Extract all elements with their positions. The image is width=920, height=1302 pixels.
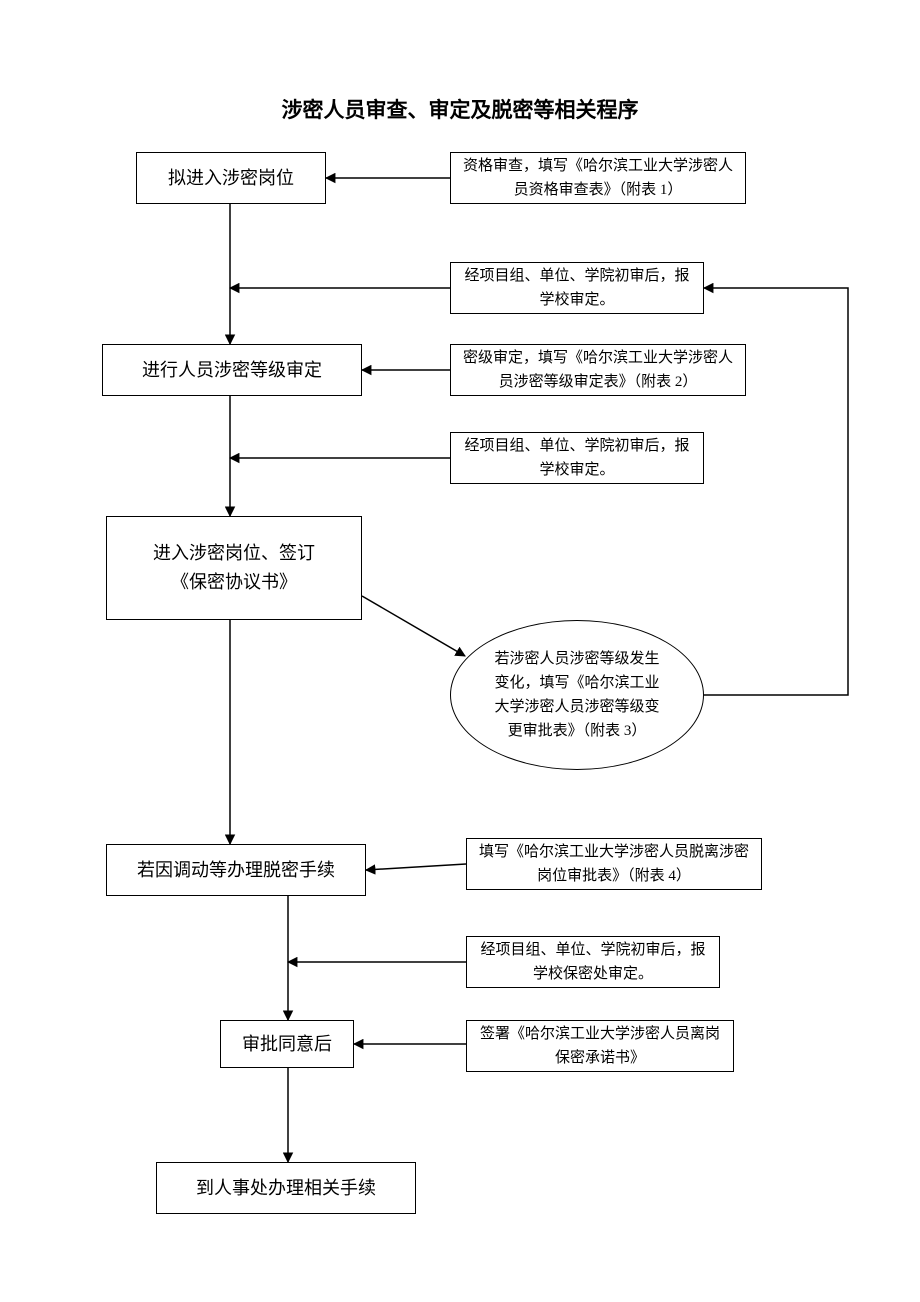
- node-a7-text: 签署《哈尔滨工业大学涉密人员离岗保密承诺书》: [475, 1022, 725, 1070]
- node-n2: 进行人员涉密等级审定: [102, 344, 362, 396]
- node-a1: 资格审查，填写《哈尔滨工业大学涉密人员资格审查表》（附表 1）: [450, 152, 746, 204]
- node-n1: 拟进入涉密岗位: [136, 152, 326, 204]
- node-e1-text: 若涉密人员涉密等级发生变化，填写《哈尔滨工业大学涉密人员涉密等级变更审批表》（附…: [492, 647, 662, 743]
- node-a5-text: 填写《哈尔滨工业大学涉密人员脱离涉密岗位审批表》（附表 4）: [475, 840, 753, 888]
- node-a2-text: 经项目组、单位、学院初审后，报学校审定。: [459, 264, 695, 312]
- node-n6-text: 到人事处办理相关手续: [196, 1174, 376, 1203]
- node-a5: 填写《哈尔滨工业大学涉密人员脱离涉密岗位审批表》（附表 4）: [466, 838, 762, 890]
- node-n2-text: 进行人员涉密等级审定: [142, 356, 322, 385]
- node-n4: 若因调动等办理脱密手续: [106, 844, 366, 896]
- node-n3-text: 进入涉密岗位、签订《保密协议书》: [153, 539, 315, 597]
- node-a2: 经项目组、单位、学院初审后，报学校审定。: [450, 262, 704, 314]
- node-a4-text: 经项目组、单位、学院初审后，报学校审定。: [459, 434, 695, 482]
- node-n5: 审批同意后: [220, 1020, 354, 1068]
- diagram-title: 涉密人员审查、审定及脱密等相关程序: [0, 94, 920, 124]
- node-a4: 经项目组、单位、学院初审后，报学校审定。: [450, 432, 704, 484]
- node-a6: 经项目组、单位、学院初审后，报学校保密处审定。: [466, 936, 720, 988]
- node-n1-text: 拟进入涉密岗位: [168, 164, 294, 193]
- node-n4-text: 若因调动等办理脱密手续: [137, 856, 335, 885]
- node-a6-text: 经项目组、单位、学院初审后，报学校保密处审定。: [475, 938, 711, 986]
- node-a7: 签署《哈尔滨工业大学涉密人员离岗保密承诺书》: [466, 1020, 734, 1072]
- node-n5-text: 审批同意后: [242, 1030, 332, 1059]
- node-n3: 进入涉密岗位、签订《保密协议书》: [106, 516, 362, 620]
- node-n6: 到人事处办理相关手续: [156, 1162, 416, 1214]
- node-e1: 若涉密人员涉密等级发生变化，填写《哈尔滨工业大学涉密人员涉密等级变更审批表》（附…: [450, 620, 704, 770]
- node-a1-text: 资格审查，填写《哈尔滨工业大学涉密人员资格审查表》（附表 1）: [459, 154, 737, 202]
- node-a3-text: 密级审定，填写《哈尔滨工业大学涉密人员涉密等级审定表》（附表 2）: [459, 346, 737, 394]
- node-a3: 密级审定，填写《哈尔滨工业大学涉密人员涉密等级审定表》（附表 2）: [450, 344, 746, 396]
